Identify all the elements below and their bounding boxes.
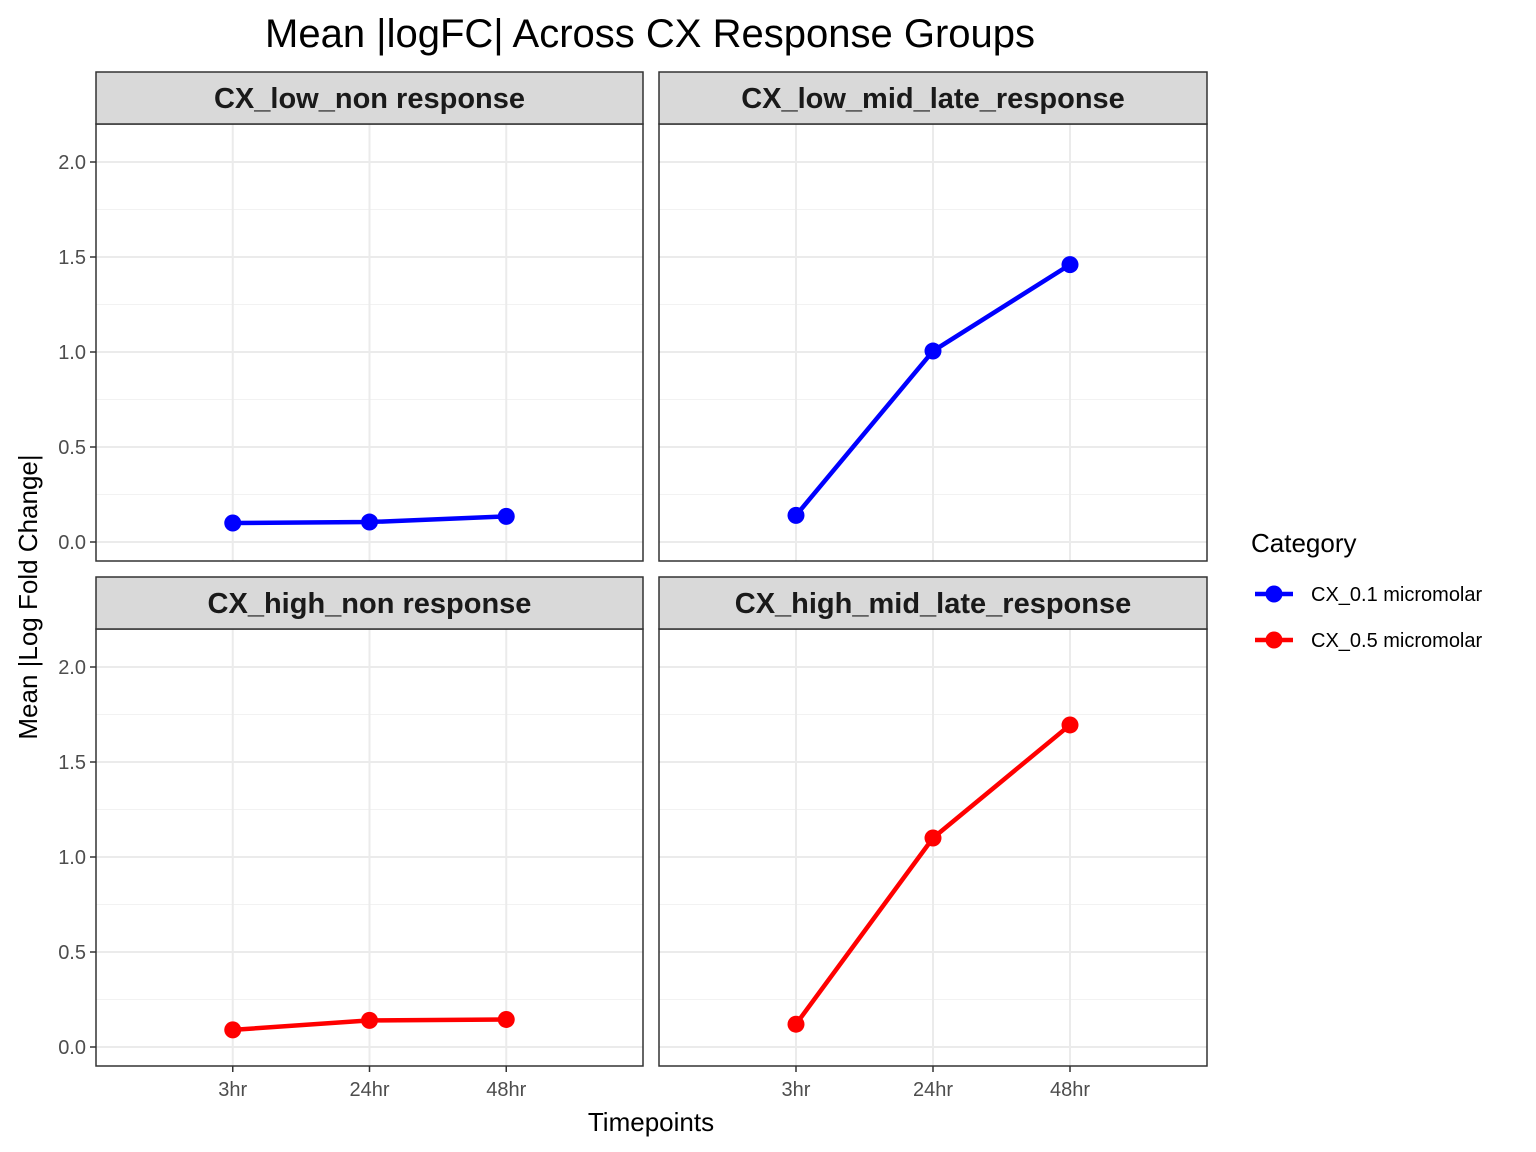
facet-panel: CX_low_non response (95, 71, 644, 562)
facet-panel: CX_high_non response (95, 576, 644, 1067)
data-point (361, 513, 378, 531)
data-point (497, 1010, 515, 1028)
facet-strip-label: CX_high_non response (208, 588, 532, 620)
facet-strip-label: CX_low_mid_late_response (741, 83, 1125, 115)
y-tick-label: 0.5 (58, 437, 86, 459)
x-tick-label: 48hr (1050, 1079, 1090, 1101)
legend-key-point (1265, 631, 1283, 649)
legend-entries: CX_0.1 micromolar CX_0.5 micromolar (1255, 584, 1483, 652)
data-point (787, 1015, 805, 1033)
y-tick-label: 2.0 (58, 152, 86, 174)
data-point (361, 1011, 378, 1029)
facet-strip (658, 71, 1208, 125)
legend-entry-label: CX_0.5 micromolar (1311, 630, 1483, 652)
y-tick-label: 0.5 (58, 942, 86, 964)
data-point (1061, 256, 1079, 274)
x-tick-label: 3hr (782, 1079, 811, 1101)
facet-panels: CX_low_non response CX_low_mid_late_respo… (95, 71, 1208, 1067)
legend-key-point (1265, 585, 1283, 603)
x-tick-label: 3hr (218, 1079, 247, 1101)
y-tick-label: 1.5 (58, 247, 86, 269)
data-point (224, 514, 242, 532)
facet-strip (95, 576, 644, 630)
y-tick-label: 1.0 (58, 847, 86, 869)
y-tick-label: 1.5 (58, 752, 86, 774)
chart-title: Mean |logFC| Across CX Response Groups (265, 12, 1035, 56)
x-tick-label: 24hr (913, 1079, 953, 1101)
y-axis-title: Mean |Log Fold Change| (13, 454, 43, 739)
legend-title: Category (1251, 528, 1357, 558)
y-tick-label: 0.0 (58, 532, 86, 554)
data-point (1061, 716, 1079, 734)
legend-entry: CX_0.1 micromolar (1255, 584, 1483, 606)
y-tick-label: 1.0 (58, 342, 86, 364)
x-axis-title: Timepoints (588, 1107, 714, 1137)
legend-entry: CX_0.5 micromolar (1255, 630, 1483, 652)
data-point (924, 829, 942, 847)
facet-strip (658, 576, 1208, 630)
legend: Category CX_0.1 micromolar CX_0.5 micromo… (1251, 528, 1483, 652)
facet-strip-label: CX_low_non response (214, 83, 525, 115)
data-point (787, 506, 805, 524)
y-tick-label: 0.0 (58, 1037, 86, 1059)
facet-panel: CX_low_mid_late_response (658, 71, 1208, 562)
facet-strip (95, 71, 644, 125)
x-tick-label: 48hr (486, 1079, 526, 1101)
data-point (224, 1021, 242, 1039)
x-tick-label: 24hr (349, 1079, 389, 1101)
facet-panel: CX_high_mid_late_response (658, 576, 1208, 1067)
y-tick-label: 2.0 (58, 657, 86, 679)
shared-axes: 0.0 0.5 1.0 1.5 2.0 0.0 0.5 1.0 1.5 2.0 3hr 24hr 48h… (58, 152, 1090, 1101)
facet-strip-label: CX_high_mid_late_response (735, 588, 1131, 620)
data-point (924, 342, 942, 360)
data-point (497, 507, 515, 525)
legend-entry-label: CX_0.1 micromolar (1311, 584, 1483, 606)
